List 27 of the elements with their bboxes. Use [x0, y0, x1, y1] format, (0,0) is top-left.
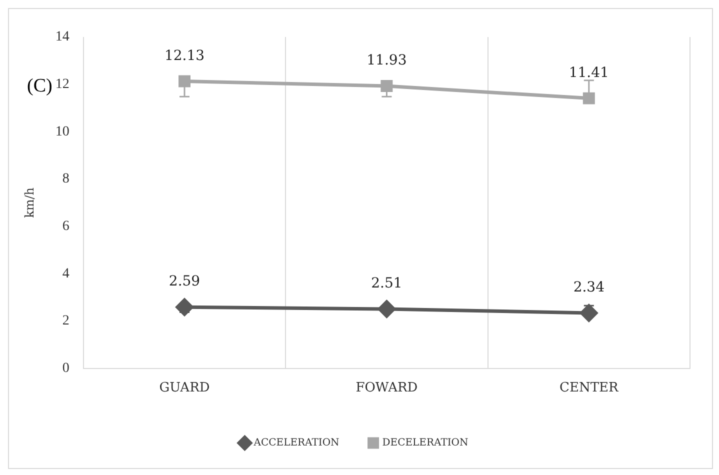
- data-label: 11.41: [568, 64, 609, 81]
- y-tick-label: 2: [62, 314, 70, 329]
- y-tick-label: 10: [55, 124, 70, 140]
- y-axis-title: km/h: [22, 187, 36, 218]
- y-tick-label: 4: [62, 266, 70, 282]
- point: [580, 304, 598, 322]
- y-tick-label: 6: [62, 219, 70, 234]
- point: [582, 92, 595, 104]
- y-tick-label: 8: [62, 172, 70, 187]
- x-tick-label: GUARD: [159, 380, 210, 396]
- text: (C): [27, 75, 52, 96]
- x-tick-label: FOWARD: [356, 380, 418, 396]
- data-label: 12.13: [164, 48, 205, 64]
- x-tick-label: CENTER: [560, 380, 620, 396]
- point: [378, 300, 396, 318]
- data-label: 11.93: [366, 52, 407, 69]
- point: [178, 75, 190, 88]
- y-tick-label: 12: [55, 77, 70, 92]
- data-label: 2.59: [168, 274, 200, 290]
- data-label: 2.51: [371, 276, 402, 292]
- y-tick-label: 0: [62, 361, 70, 376]
- point: [176, 298, 194, 316]
- legend-label: DECELERATION: [382, 438, 469, 449]
- legend-label: ACCELERATION: [252, 438, 340, 449]
- point: [380, 80, 393, 92]
- data-label: 2.34: [573, 280, 605, 296]
- y-tick-label: 14: [55, 30, 70, 45]
